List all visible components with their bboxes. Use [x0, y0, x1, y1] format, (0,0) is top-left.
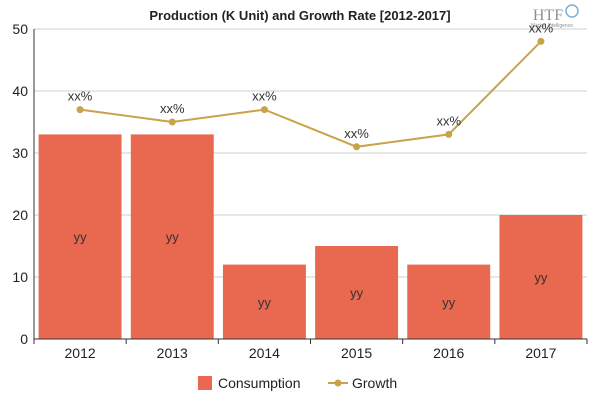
line-data-label: xx% — [160, 101, 185, 116]
bar-data-label: yy — [350, 286, 364, 301]
x-tick-label: 2016 — [433, 345, 464, 361]
x-tick-label: 2013 — [157, 345, 188, 361]
line-point — [353, 143, 361, 151]
line-point — [76, 106, 84, 114]
logo-text: HTF — [533, 7, 563, 24]
bar-data-label: yy — [442, 295, 456, 310]
legend: Consumption Growth — [198, 375, 397, 391]
bar-data-label: yy — [74, 230, 88, 245]
data-labels: yy yy yy yy yy yy xx% xx% xx% xx% xx% xx% — [68, 20, 554, 309]
line-data-label: xx% — [252, 89, 277, 104]
y-tick-label: 10 — [12, 269, 28, 285]
bar-data-label: yy — [166, 230, 180, 245]
bar — [130, 134, 214, 339]
line-series-growth — [76, 37, 545, 151]
y-tick-label: 50 — [12, 21, 28, 37]
line-data-label: xx% — [529, 20, 554, 35]
line-data-label: xx% — [68, 89, 93, 104]
legend-label-consumption: Consumption — [218, 375, 301, 391]
legend-swatch-consumption — [198, 376, 212, 390]
bar-series-consumption — [38, 134, 583, 339]
y-tick-label: 40 — [12, 83, 28, 99]
y-tick-label: 30 — [12, 145, 28, 161]
line-point — [260, 106, 268, 114]
company-logo: HTF Market Intelligence — [531, 4, 579, 29]
line-point — [445, 130, 453, 138]
bar — [38, 134, 122, 339]
growth-line — [79, 40, 542, 148]
logo-globe-icon — [565, 4, 579, 18]
chart-title: Production (K Unit) and Growth Rate [201… — [149, 8, 450, 23]
bar — [222, 264, 306, 339]
bar — [499, 215, 583, 339]
y-tick-label: 20 — [12, 207, 28, 223]
x-tick-label: 2014 — [249, 345, 280, 361]
x-tick-label: 2015 — [341, 345, 372, 361]
bar — [407, 264, 491, 339]
x-tick-label: 2017 — [525, 345, 556, 361]
line-data-label: xx% — [436, 113, 461, 128]
bar — [315, 246, 399, 339]
bar-data-label: yy — [534, 270, 548, 285]
logo-subtitle: Market Intelligence — [531, 23, 573, 29]
y-tick-label: 0 — [20, 331, 28, 347]
line-point — [537, 37, 545, 45]
legend-label-growth: Growth — [352, 375, 397, 391]
legend-marker-growth — [334, 379, 342, 387]
axes: 0 10 20 30 40 50 2012 2013 2014 2015 2016 2017 — [12, 21, 588, 361]
x-tick-label: 2012 — [65, 345, 96, 361]
line-point — [168, 118, 176, 126]
bar-data-label: yy — [258, 295, 272, 310]
gridlines — [34, 28, 587, 278]
line-data-label: xx% — [344, 126, 369, 141]
